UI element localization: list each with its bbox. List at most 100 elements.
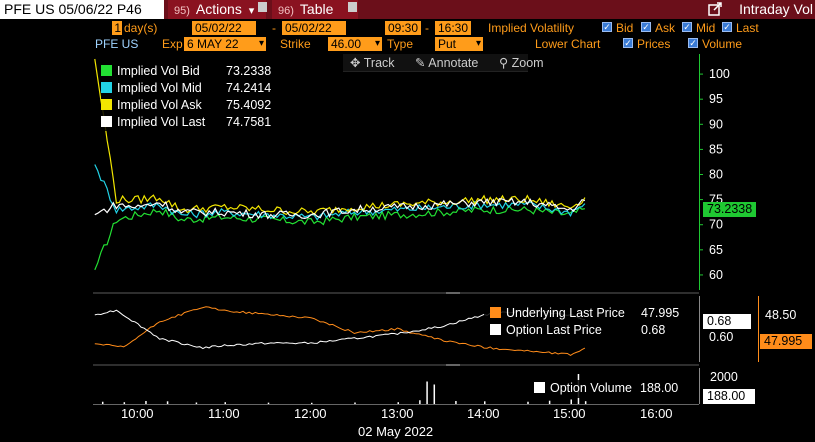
annotate-button[interactable]: ✎ Annotate xyxy=(415,55,478,70)
legend-label: Implied Vol Ask xyxy=(117,98,202,112)
upper-axis-tick-label: 60 xyxy=(709,268,723,282)
volume-label: Volume xyxy=(702,37,743,51)
x-tick-label: 15:00 xyxy=(553,406,586,421)
days-input[interactable]: 1 xyxy=(112,21,122,35)
ask-swatch xyxy=(101,99,112,110)
legend-option-price: Option Last Price 0.68 xyxy=(484,322,698,339)
last-checkbox[interactable]: ✓ xyxy=(722,22,732,32)
legend-value: 0.68 xyxy=(641,323,666,337)
annotate-label: Annotate xyxy=(428,56,479,70)
upper-axis-tick-label: 100 xyxy=(709,67,730,81)
x-tick-label: 10:00 xyxy=(121,406,154,421)
legend-iv-ask: Implied Vol Ask 75.4092 xyxy=(101,97,275,114)
volume-bar xyxy=(527,401,529,404)
ask-checkbox[interactable]: ✓ xyxy=(641,22,651,32)
volume-checkbox[interactable]: ✓ xyxy=(688,38,698,48)
end-date-input[interactable]: 05/02/22 xyxy=(282,21,346,35)
legend-label: Option Volume xyxy=(550,381,632,395)
legend-underlying-price: Underlying Last Price 47.995 xyxy=(484,305,698,322)
legend-iv-mid: Implied Vol Mid 74.2414 xyxy=(101,80,275,97)
legend-option-volume: Option Volume 188.00 xyxy=(528,380,696,397)
volume-bar xyxy=(145,401,147,404)
actions-menu-label: Actions xyxy=(195,1,242,17)
strike-dropdown[interactable]: 46.00 xyxy=(328,37,382,51)
bid-checkbox[interactable]: ✓ xyxy=(602,22,612,32)
lower-axis-tick: 2000 xyxy=(710,370,738,384)
upper-axis-tick-label: 85 xyxy=(709,142,723,156)
resize-handle[interactable] xyxy=(446,364,460,366)
security-label: PFE US xyxy=(95,37,139,51)
track-button[interactable]: ✥ Track xyxy=(350,55,395,70)
external-link-icon[interactable] xyxy=(708,2,722,16)
start-calendar-icon[interactable] xyxy=(258,2,267,12)
track-label: Track xyxy=(363,56,395,70)
volume-bar xyxy=(419,400,421,404)
volume-bar xyxy=(311,402,313,404)
mid-label: Mid xyxy=(696,21,716,35)
implied-vol-chart[interactable] xyxy=(93,54,699,290)
lower-legend: Option Volume 188.00 xyxy=(528,380,696,398)
upper-axis-tick-label: 65 xyxy=(709,243,723,257)
legend-value: 74.7581 xyxy=(226,115,272,129)
legend-iv-last: Implied Vol Last 74.7581 xyxy=(101,114,275,131)
volume-tag: 188.00 xyxy=(703,389,755,404)
prices-label: Prices xyxy=(637,37,671,51)
x-tick-label: 11:00 xyxy=(208,406,240,421)
x-tick-label: 13:00 xyxy=(381,406,414,421)
start-date-input[interactable]: 05/02/22 xyxy=(192,21,256,35)
middle-left-axis-line xyxy=(699,296,700,362)
actions-caret-icon: ▾ xyxy=(248,5,255,17)
volume-bar xyxy=(267,402,270,404)
end-calendar-icon[interactable] xyxy=(348,2,357,12)
type-dropdown[interactable]: Put xyxy=(435,37,483,51)
volume-bar xyxy=(195,402,198,404)
option-swatch xyxy=(490,324,501,335)
panel-separator[interactable] xyxy=(93,292,699,294)
x-tick-label: 16:00 xyxy=(640,406,673,421)
time-range-dash: - xyxy=(425,21,429,35)
volume-bar xyxy=(354,402,356,404)
middle-legend: Underlying Last Price 47.995 Option Last … xyxy=(484,305,698,341)
table-menu-button[interactable]: 96) Table xyxy=(272,0,358,19)
actions-menu-number: 95) xyxy=(174,5,190,17)
expiry-dropdown[interactable]: 6 MAY 22 xyxy=(184,37,266,51)
legend-label: Underlying Last Price xyxy=(506,306,625,320)
x-date-label: 02 May 2022 xyxy=(358,424,434,439)
volume-bar xyxy=(455,401,457,404)
panel-separator[interactable] xyxy=(93,364,699,366)
zoom-label: Zoom xyxy=(511,56,544,70)
iv-series-line-implied-vol-bid xyxy=(94,204,586,271)
security-ticker-field[interactable]: PFE US 05/06/22 P46 xyxy=(0,0,164,19)
x-axis-line xyxy=(93,404,699,405)
x-tick-label: 12:00 xyxy=(294,406,327,421)
zoom-button[interactable]: ⚲ Zoom xyxy=(499,55,544,70)
actions-menu-button[interactable]: 95) Actions ▾ xyxy=(168,0,266,19)
table-menu-number: 96) xyxy=(278,5,294,17)
mid-checkbox[interactable]: ✓ xyxy=(682,22,692,32)
resize-handle[interactable] xyxy=(446,292,460,294)
lower-axis-line xyxy=(699,368,700,404)
upper-axis-tick-label: 90 xyxy=(709,117,723,131)
upper-legend: Implied Vol Bid 73.2338 Implied Vol Mid 74… xyxy=(101,63,275,131)
chart-toolbar xyxy=(343,54,528,72)
end-time-input[interactable]: 16:30 xyxy=(435,21,471,35)
price-series-line-underlying-last-price xyxy=(94,306,586,356)
volume-bar xyxy=(166,401,169,404)
middle-right-tick: 48.50 xyxy=(765,308,797,322)
implied-volatility-label: Implied Volatility xyxy=(488,21,575,35)
expiry-label: Exp xyxy=(162,37,183,51)
start-time-input[interactable]: 09:30 xyxy=(385,21,421,35)
prices-checkbox[interactable]: ✓ xyxy=(623,38,633,48)
x-tick-label: 14:00 xyxy=(467,406,500,421)
page-title: Intraday Vol xyxy=(739,1,813,17)
iv-series-line-implied-vol-last xyxy=(94,197,586,220)
type-label: Type xyxy=(387,37,414,51)
upper-axis-tick-label: 95 xyxy=(709,92,723,106)
legend-value: 73.2338 xyxy=(226,64,272,78)
middle-left-tick: 0.60 xyxy=(709,330,734,344)
table-menu-label: Table xyxy=(299,1,334,17)
current-iv-tag: 73.2338 xyxy=(703,202,756,217)
legend-value: 74.2414 xyxy=(226,81,272,95)
legend-label: Implied Vol Last xyxy=(117,115,206,129)
